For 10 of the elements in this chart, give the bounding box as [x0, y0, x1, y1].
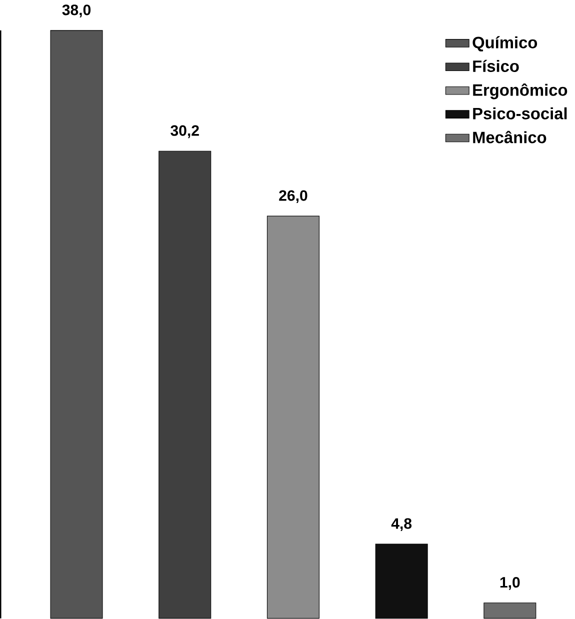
data-label: 1,0 [500, 577, 520, 590]
legend-label: Físico [473, 60, 519, 72]
data-label: 30,2 [170, 125, 199, 138]
legend-label: Mecânico [473, 130, 546, 144]
data-label: 26,0 [279, 190, 308, 204]
legend-label: Psico-social [473, 107, 567, 120]
data-label: 38,0 [62, 4, 91, 18]
data-label: 4,8 [391, 518, 412, 532]
legend-label: Químico [472, 36, 538, 52]
legend-label: Ergonômico [473, 83, 568, 100]
